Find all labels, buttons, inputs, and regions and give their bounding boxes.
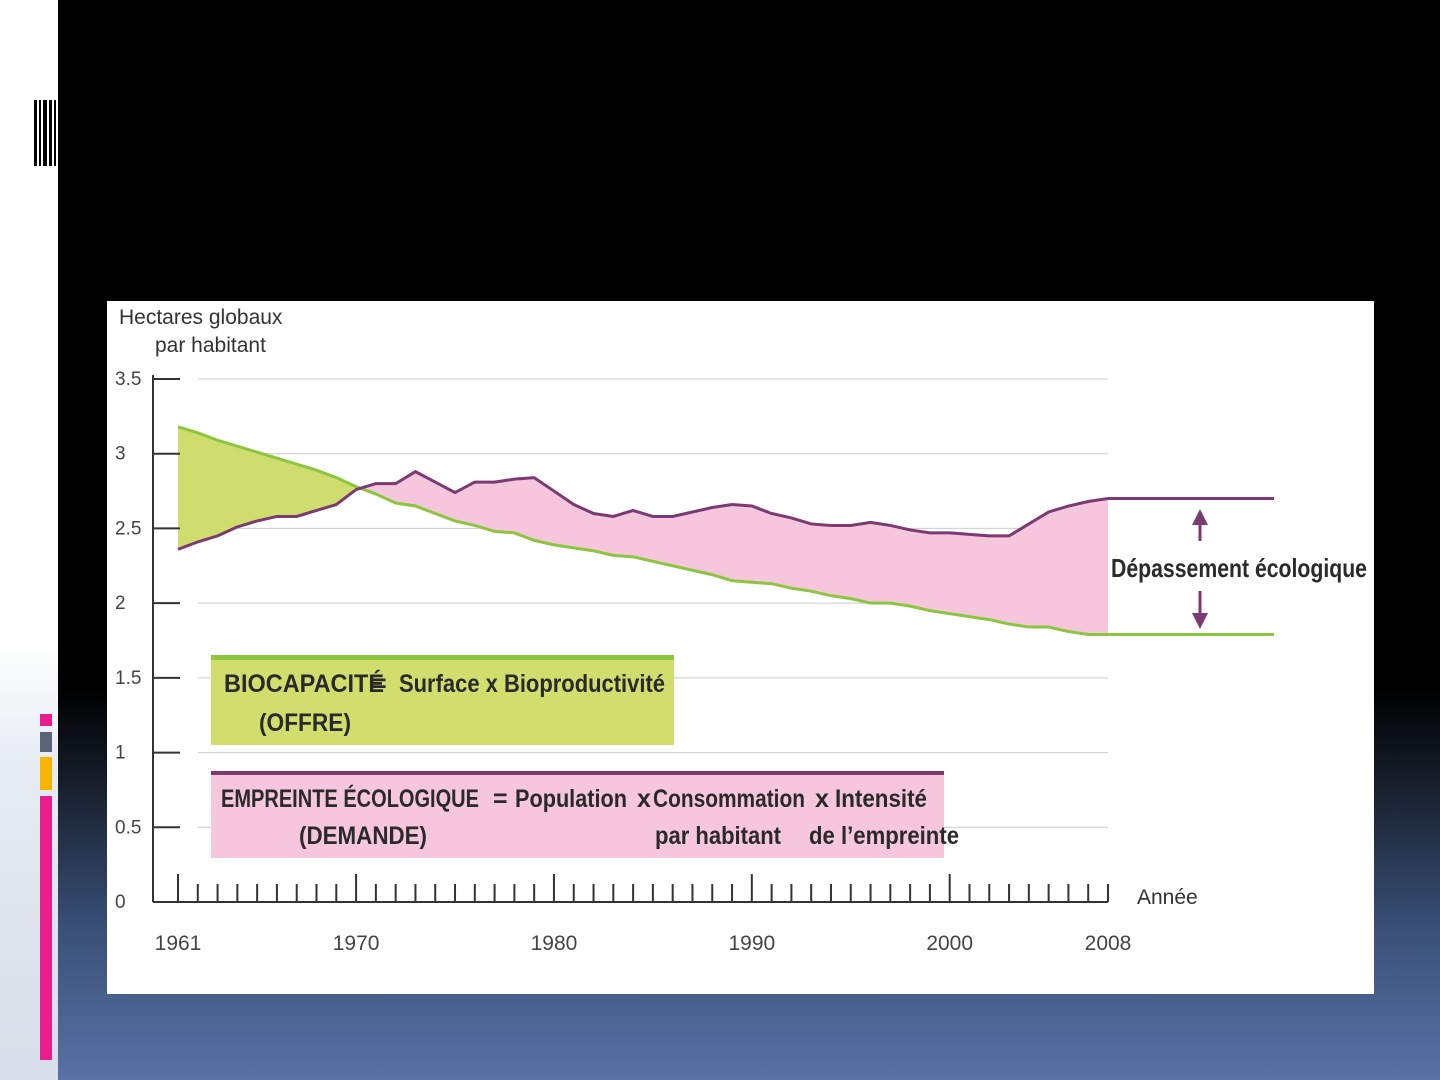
chart-card: 0 0.5 1 1.5 2 2.5 3 3.5 1961 1970 1980 1990 2000 200… xyxy=(107,301,1374,994)
legend-footprint-term: EMPREINTE ÉCOLOGIQUE xyxy=(221,784,479,813)
accent-block-pink xyxy=(40,714,52,726)
y-tick-label: 2 xyxy=(115,593,126,614)
x-tick-label: 1990 xyxy=(728,932,775,955)
legend-footprint-sub: (DEMANDE) xyxy=(299,822,427,850)
ecological-deficit-area xyxy=(360,471,1108,635)
legend-biocapacity-sub: (OFFRE) xyxy=(259,709,351,737)
x-tick-label: 2000 xyxy=(926,932,973,955)
x-tick-label: 1970 xyxy=(333,932,380,955)
slide-side-rail xyxy=(0,0,58,1080)
y-axis-title-line2: par habitant xyxy=(155,334,266,357)
y-tick-label: 1.5 xyxy=(115,668,141,689)
legend-footprint-of-footprint: de l’empreinte xyxy=(809,822,959,850)
footprint-chart: 0 0.5 1 1.5 2 2.5 3 3.5 1961 1970 1980 1990 2000 200… xyxy=(115,306,1367,955)
y-axis-title-line1: Hectares globaux xyxy=(119,306,283,329)
x-tick-labels: 1961 1970 1980 1990 2000 2008 xyxy=(155,932,1132,955)
x-tick-label: 2008 xyxy=(1085,932,1132,955)
legend-footprint-box xyxy=(211,771,944,858)
legend-footprint-x1: x xyxy=(637,785,651,813)
decorative-stripes xyxy=(34,100,56,166)
legend-footprint-intensity: Intensité xyxy=(835,785,927,813)
legend-biocapacity-box xyxy=(211,655,674,745)
y-tick-labels: 0 0.5 1 1.5 2 2.5 3 3.5 xyxy=(115,369,141,913)
arrow-down-icon xyxy=(1192,613,1208,629)
arrow-up-icon xyxy=(1192,509,1208,525)
legend-footprint-eq: = xyxy=(493,785,508,813)
y-tick-label: 3.5 xyxy=(115,369,141,390)
legend-footprint-population: Population xyxy=(515,785,627,813)
axes xyxy=(152,375,1109,903)
legend-footprint-per-capita: par habitant xyxy=(655,822,782,850)
x-tick-label: 1961 xyxy=(155,932,202,955)
legend-biocapacity-bar xyxy=(211,655,674,660)
x-tick-label: 1980 xyxy=(531,932,578,955)
y-tick-label: 0.5 xyxy=(115,817,141,838)
accent-block-slate xyxy=(40,732,52,752)
legend-biocapacity-formula: Surface x Bioproductivité xyxy=(399,670,665,698)
x-axis-title: Année xyxy=(1137,886,1198,909)
accent-block-orange xyxy=(40,757,52,790)
legend-biocapacity: BIOCAPACITÉ = Surface x Bioproductivité … xyxy=(211,655,674,745)
legend-biocapacity-eq: = xyxy=(372,670,387,698)
biocapacity-line xyxy=(177,425,1108,637)
accent-block-pink-long xyxy=(40,796,52,1060)
y-tick-label: 3 xyxy=(115,444,126,465)
legend-footprint-consumption: Consommation xyxy=(653,785,805,813)
deficit-annotation: Dépassement écologique xyxy=(1111,509,1367,629)
y-tick-label: 1 xyxy=(115,743,126,764)
legend-footprint-bar xyxy=(211,771,944,775)
annotation-label: Dépassement écologique xyxy=(1111,553,1367,583)
y-tick-label: 0 xyxy=(115,892,126,913)
y-tick-label: 2.5 xyxy=(115,518,141,539)
legend-footprint: EMPREINTE ÉCOLOGIQUE = Population x Cons… xyxy=(211,771,959,858)
footprint-line xyxy=(177,469,1109,551)
legend-footprint-x2: x xyxy=(815,785,829,813)
legend-biocapacity-term: BIOCAPACITÉ xyxy=(224,669,384,698)
ecological-reserve-area xyxy=(178,426,361,550)
